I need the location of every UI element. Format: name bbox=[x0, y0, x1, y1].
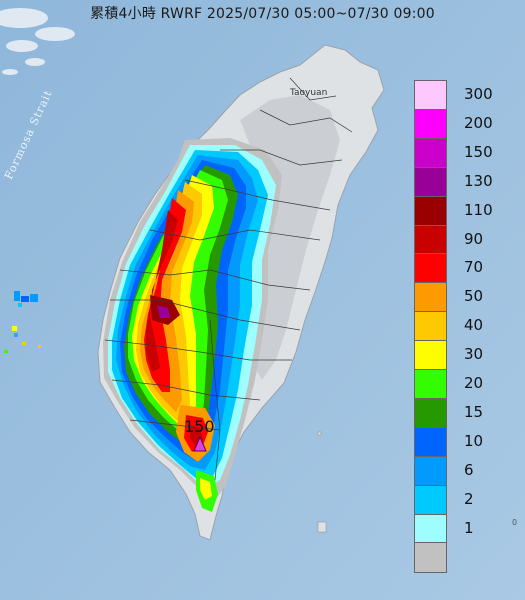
legend-swatch bbox=[414, 311, 447, 343]
legend-label: 200 bbox=[464, 113, 493, 132]
legend-label: 6 bbox=[464, 460, 474, 479]
legend-swatch bbox=[414, 340, 447, 372]
legend-label: 15 bbox=[464, 402, 484, 421]
legend-label: 300 bbox=[464, 85, 493, 103]
legend-label: 110 bbox=[464, 200, 493, 219]
max-rainfall-label: 150 bbox=[184, 417, 215, 436]
legend-label: 150 bbox=[464, 142, 493, 161]
legend-swatch bbox=[414, 397, 447, 429]
legend-swatch bbox=[414, 513, 447, 545]
legend-label: 2 bbox=[464, 489, 474, 508]
legend-label: 10 bbox=[464, 431, 484, 450]
penghu-islands bbox=[4, 291, 41, 353]
legend-label: 30 bbox=[464, 345, 484, 364]
corner-marker-label: 0 bbox=[512, 518, 518, 527]
legend-label: 90 bbox=[464, 229, 484, 248]
legend-swatch bbox=[414, 80, 447, 111]
legend-label: 1 bbox=[464, 518, 474, 537]
legend-label: 40 bbox=[464, 316, 484, 335]
legend-swatch bbox=[414, 455, 447, 487]
triangle-marker-icon bbox=[193, 435, 207, 452]
legend-label: 70 bbox=[464, 258, 484, 277]
legend-label: 50 bbox=[464, 287, 484, 306]
legend-swatch bbox=[414, 195, 447, 227]
county-boundaries bbox=[104, 77, 353, 481]
legend-label: 20 bbox=[464, 374, 484, 392]
legend-swatch bbox=[414, 426, 447, 458]
legend-swatch bbox=[414, 542, 447, 574]
legend-swatch bbox=[414, 108, 447, 140]
cloud-area bbox=[0, 8, 75, 75]
place-label-taoyuan: Taoyuan bbox=[290, 88, 328, 98]
legend-swatch bbox=[414, 224, 447, 256]
map-title: 累積4小時 RWRF 2025/07/30 05:00~07/30 09:00 bbox=[90, 6, 435, 22]
legend-swatch bbox=[414, 166, 447, 198]
rainfall-layer bbox=[103, 138, 282, 512]
legend-swatch bbox=[414, 253, 447, 285]
legend-swatch bbox=[414, 282, 447, 314]
east-islands bbox=[317, 431, 327, 533]
legend-swatch bbox=[414, 369, 447, 400]
legend-label: 130 bbox=[464, 171, 493, 190]
color-legend: 300 200 150 130 110 90 70 50 40 30 20 15 10 6 2 1 bbox=[414, 80, 524, 574]
legend-swatch bbox=[414, 137, 447, 169]
legend-swatch bbox=[414, 484, 447, 516]
